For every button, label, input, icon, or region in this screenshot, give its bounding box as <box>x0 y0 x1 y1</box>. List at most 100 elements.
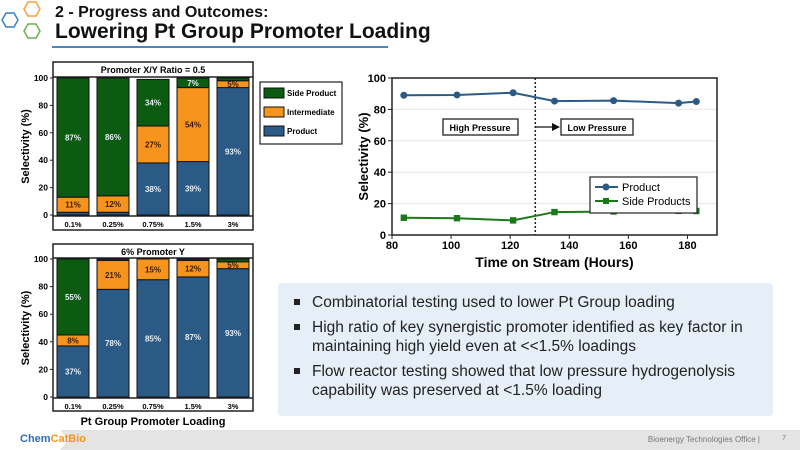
y-tick-label: 0 <box>43 392 48 402</box>
data-point <box>509 217 517 224</box>
y-tick-label: 60 <box>39 309 49 319</box>
annotation-box <box>442 118 519 136</box>
y-axis-label: Selectivity (%) <box>356 112 371 200</box>
data-point <box>400 91 408 99</box>
plot-frame <box>391 77 718 236</box>
bar-segment-product <box>176 161 210 216</box>
x-tick-label: 140 <box>560 240 578 252</box>
data-label: 38% <box>145 185 161 194</box>
data-label: 54% <box>185 121 201 130</box>
bar-segment-side-product <box>216 77 250 82</box>
y-tick-label: 20 <box>39 183 49 193</box>
bar-segment-product <box>176 276 210 398</box>
office-label: Bioenergy Technologies Office | <box>647 435 760 444</box>
y-tick-label: 60 <box>39 128 49 138</box>
data-label: 12% <box>105 200 121 209</box>
data-label: 93% <box>225 147 241 156</box>
y-tick-label: 0 <box>380 230 386 242</box>
data-point <box>551 208 558 216</box>
brand-part: Chem <box>20 433 51 445</box>
chart-title: 6% Promoter Y <box>121 247 185 257</box>
annotation-box <box>560 118 634 136</box>
section-subtitle: 2 - Progress and Outcomes: <box>55 4 269 21</box>
bar-segment-side-product <box>56 77 90 198</box>
data-label: 12% <box>185 265 201 274</box>
bullet-item: High ratio of key synergistic promoter i… <box>294 318 757 356</box>
series-line-0 <box>403 91 697 105</box>
y-tick-label: 20 <box>39 364 49 374</box>
data-label: 8% <box>67 336 79 345</box>
footer: ChemCatBio Bioenergy Technologies Office… <box>0 430 800 450</box>
data-label: 5% <box>227 80 239 89</box>
bar-segment-side-product <box>96 258 130 261</box>
chart-title: Promoter X/Y Ratio = 0.5 <box>101 65 206 75</box>
bullet-icon <box>294 368 300 374</box>
bullet-text: Combinatorial testing used to lower Pt G… <box>312 294 675 311</box>
y-axis-label: Selectivity (%) <box>20 290 32 365</box>
x-tick-label: 1.5% <box>184 402 201 411</box>
data-point <box>551 97 558 105</box>
brand-part: CatBio <box>50 433 87 445</box>
y-tick-label: 100 <box>368 73 386 85</box>
legend-label: Side Products <box>622 196 691 208</box>
bullet-icon <box>294 324 300 330</box>
data-point <box>509 89 517 97</box>
x-tick-label: 160 <box>619 240 637 252</box>
x-tick-label: 3% <box>228 220 239 229</box>
bar-segment-product <box>136 279 170 398</box>
x-tick-label: 1.5% <box>184 220 201 229</box>
data-label: 27% <box>145 140 161 149</box>
data-label: 86% <box>105 133 121 142</box>
y-tick-label: 80 <box>39 282 49 292</box>
y-tick-label: 80 <box>39 100 49 110</box>
data-label: 39% <box>185 184 201 193</box>
x-tick-label: 0.1% <box>64 220 81 229</box>
x-tick-label: 100 <box>442 240 460 252</box>
x-tick-label: 120 <box>501 240 519 252</box>
legend-label: Product <box>287 127 318 136</box>
arrow-icon <box>552 123 560 131</box>
data-label: 11% <box>65 201 81 210</box>
bar-segment-intermediate <box>136 258 170 281</box>
y-tick-label: 0 <box>43 210 48 220</box>
legend-swatch <box>263 125 285 137</box>
data-label: 37% <box>65 367 81 376</box>
y-tick-label: 40 <box>39 155 49 165</box>
legend-label: Intermediate <box>287 108 335 117</box>
annotation-high-pressure: High Pressure <box>449 123 510 133</box>
bullet-box: Combinatorial testing used to lower Pt G… <box>278 283 773 416</box>
x-tick-label: 0.25% <box>102 402 124 411</box>
footer-logo-area <box>0 430 68 450</box>
bullet-text: Flow reactor testing showed that low pre… <box>312 363 736 399</box>
bar-segment-side-product <box>56 258 90 336</box>
bar-segment-product <box>96 288 130 398</box>
page-title: Lowering Pt Group Promoter Loading <box>55 20 431 43</box>
data-point <box>675 99 683 107</box>
legend-label: Side Product <box>287 89 337 98</box>
bar-segment-side-product <box>216 258 250 263</box>
data-label: 5% <box>227 261 239 270</box>
legend-swatch <box>263 87 285 99</box>
y-tick-label: 100 <box>34 254 48 264</box>
data-point <box>692 98 700 106</box>
data-label: 78% <box>105 339 121 348</box>
legend-marker <box>603 198 609 204</box>
y-tick-label: 40 <box>374 167 386 179</box>
bar-segment-product <box>56 345 90 398</box>
y-tick-label: 80 <box>374 104 386 116</box>
y-tick-label: 40 <box>39 337 49 347</box>
data-label: 87% <box>185 333 201 342</box>
bar-segment-product <box>216 268 250 398</box>
data-label: 7% <box>187 79 199 88</box>
data-point <box>400 214 408 221</box>
x-tick-label: 0.25% <box>102 220 124 229</box>
data-point <box>610 97 618 105</box>
page-number: 7 <box>782 435 786 442</box>
bar-segment-side-product <box>176 77 210 89</box>
data-label: 21% <box>105 271 121 280</box>
data-label: 15% <box>145 265 161 274</box>
x-axis-label: Time on Stream (Hours) <box>475 254 633 270</box>
legend-marker <box>602 183 610 191</box>
